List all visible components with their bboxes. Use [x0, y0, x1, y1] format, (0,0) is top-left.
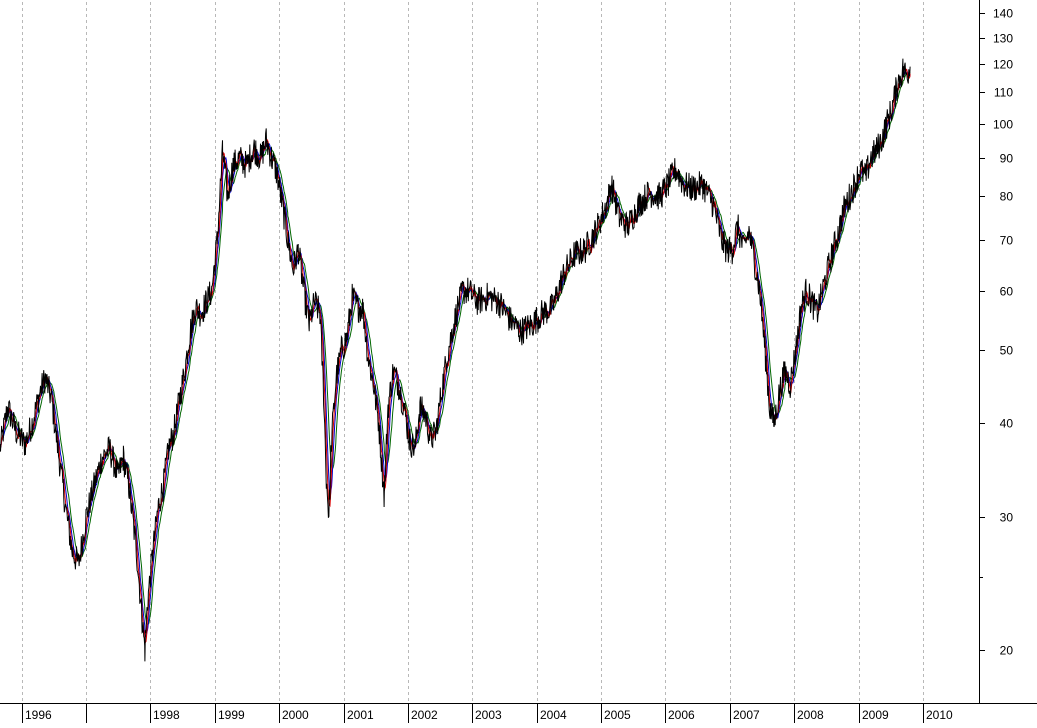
x-tick-label-2001: 2001: [347, 708, 374, 722]
y-tick-label-60: 60: [1000, 285, 1014, 299]
x-tick-label-2007: 2007: [733, 708, 760, 722]
y-tick-label-40: 40: [1000, 417, 1014, 431]
y-tick-label-120: 120: [993, 58, 1013, 72]
x-tick-label-2005: 2005: [604, 708, 631, 722]
y-tick-label-80: 80: [1000, 190, 1014, 204]
y-tick-label-30: 30: [1000, 511, 1014, 525]
x-tick-label-2006: 2006: [668, 708, 695, 722]
x-tick-label-1998: 1998: [153, 708, 180, 722]
ma-16-line: [0, 71, 911, 626]
y-tick-label-140: 140: [993, 7, 1013, 21]
y-tick-label-20: 20: [1000, 644, 1014, 658]
y-tick-label-50: 50: [1000, 344, 1014, 358]
x-tick-label-2000: 2000: [282, 708, 309, 722]
y-tick-label-130: 130: [993, 32, 1013, 46]
x-axis-ticks: 1996 1998 1999 2000 2001 2002 2003 2004 2005 2006…: [22, 703, 953, 723]
x-tick-label-2003: 2003: [475, 708, 502, 722]
price-line: [0, 58, 911, 662]
series-layer: [0, 58, 911, 662]
y-axis-ticks: 20 30 40 50 60 70 80 90 100 110 120 130 140: [979, 7, 1013, 658]
x-tick-label-1996: 1996: [25, 708, 52, 722]
y-tick-label-70: 70: [1000, 234, 1014, 248]
x-tick-label-1999: 1999: [218, 708, 245, 722]
x-tick-label-2008: 2008: [797, 708, 824, 722]
x-tick-label-2009: 2009: [862, 708, 889, 722]
x-tick-label-2010: 2010: [926, 708, 953, 722]
axes: [0, 0, 1037, 704]
y-tick-label-100: 100: [993, 118, 1013, 132]
y-tick-label-110: 110: [994, 86, 1013, 100]
x-tick-label-2004: 2004: [540, 708, 567, 722]
x-tick-label-2002: 2002: [411, 708, 438, 722]
y-tick-label-90: 90: [1000, 152, 1014, 166]
